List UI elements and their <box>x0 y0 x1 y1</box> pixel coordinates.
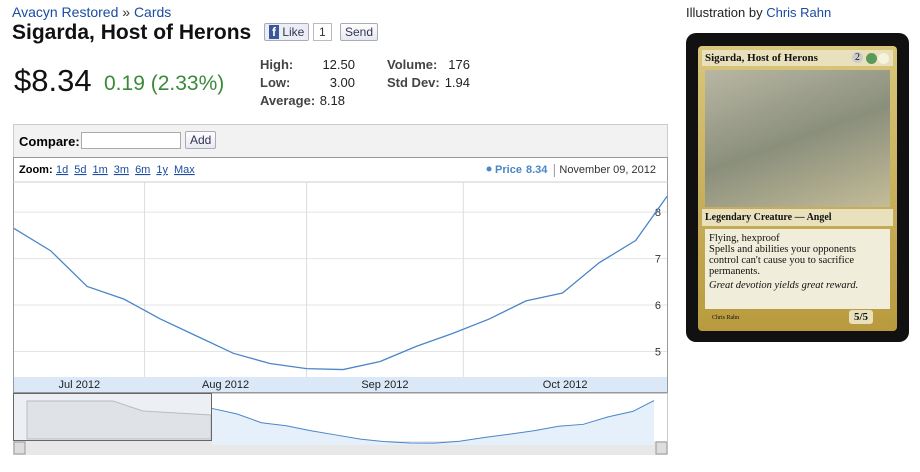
stat-label: Std Dev: <box>387 75 440 90</box>
stat-value: 12.50 <box>322 57 355 72</box>
send-button[interactable]: Send <box>340 23 379 41</box>
price-change: 0.19 (2.33%) <box>104 72 225 95</box>
breadcrumb-sep: » <box>122 4 131 20</box>
card-title: Sigarda, Host of Herons <box>12 21 252 44</box>
x-axis-band <box>14 377 667 392</box>
illustration-credit: Illustration by Chris Rahn <box>686 5 831 20</box>
stat-label: Low: <box>260 75 291 90</box>
chart: Zoom: 1d 5d 1m 3m 6m 1y Max November 09, 2012 8.3… <box>13 157 668 393</box>
zoom-option[interactable]: 6m <box>135 164 150 176</box>
stat-label: High: <box>260 57 294 72</box>
navigator <box>13 393 668 455</box>
legend-value: 8.34 <box>526 164 548 176</box>
stat-value: 3.00 <box>329 75 355 90</box>
like-count: 1 <box>313 23 332 41</box>
card-art <box>705 70 890 207</box>
card-cost: 2 <box>852 52 863 63</box>
scroll-right[interactable] <box>655 441 668 455</box>
zoom-option[interactable]: 5d <box>74 164 86 176</box>
breadcrumb: Avacyn Restored » Cards <box>12 4 171 20</box>
y-tick-label: 8 <box>655 207 661 219</box>
date-label: November 09, 2012 <box>559 164 656 176</box>
x-tick-label: Oct 2012 <box>543 379 588 391</box>
artist-link[interactable]: Chris Rahn <box>766 5 832 20</box>
stat-value: 176 <box>448 57 470 72</box>
y-tick-label: 6 <box>655 300 661 312</box>
zoom-option[interactable]: 1m <box>93 164 108 176</box>
navigator-area <box>212 400 654 445</box>
y-tick-label: 5 <box>655 346 661 358</box>
zoom-option[interactable]: Max <box>174 164 195 176</box>
breadcrumb-section[interactable]: Cards <box>133 4 172 20</box>
stat-value: 1.94 <box>444 75 470 90</box>
navigator-window[interactable] <box>13 393 212 441</box>
stat-value: 8.18 <box>319 93 345 108</box>
x-tick-label: Aug 2012 <box>202 379 249 391</box>
legend-name: Price <box>495 164 522 176</box>
stat-label: Average: <box>260 93 316 108</box>
like-button[interactable]: f Like <box>264 23 310 41</box>
mana-green <box>866 53 877 64</box>
y-tick-label: 7 <box>655 254 661 266</box>
compare-input[interactable] <box>81 132 181 149</box>
zoom-option[interactable]: 3m <box>114 164 129 176</box>
zoom-option[interactable]: 1y <box>156 164 168 176</box>
card-rule: Flying, hexproof <box>709 233 780 244</box>
legend-marker <box>486 166 492 172</box>
compare-label: Compare: <box>19 134 80 149</box>
like-text: Like <box>282 25 305 39</box>
mana-white <box>878 53 889 64</box>
navigator-line <box>211 400 655 444</box>
card-flavor: Great devotion yields great reward. <box>709 280 859 291</box>
zoom-option[interactable]: 1d <box>56 164 68 176</box>
card-rule: Spells and abilities your opponents cont… <box>709 244 856 277</box>
stat-label: Volume: <box>387 57 438 72</box>
card-artist: Chris Rahn <box>712 315 740 321</box>
chart-frame <box>13 157 668 393</box>
x-tick-label: Sep 2012 <box>361 379 408 391</box>
price: $8.34 <box>14 63 92 98</box>
illustration-label: Illustration by <box>686 5 763 20</box>
scroll-left[interactable] <box>13 441 26 455</box>
card-pt: 5/5 <box>849 310 874 324</box>
card-textbox: Flying, hexproof Spells and abilities yo… <box>705 229 890 309</box>
zoom-label: Zoom: <box>19 164 53 176</box>
card-type: Legendary Creature — Angel <box>702 209 893 226</box>
card-image: Sigarda, Host of Herons 2 Legendary Crea… <box>686 33 909 342</box>
breadcrumb-set[interactable]: Avacyn Restored <box>12 4 119 20</box>
compare-bar: Compare: Add <box>13 124 668 158</box>
add-button[interactable]: Add <box>185 131 217 149</box>
price-line <box>13 196 668 371</box>
x-tick-label: Jul 2012 <box>59 379 101 391</box>
card-name: Sigarda, Host of Herons <box>702 50 893 66</box>
